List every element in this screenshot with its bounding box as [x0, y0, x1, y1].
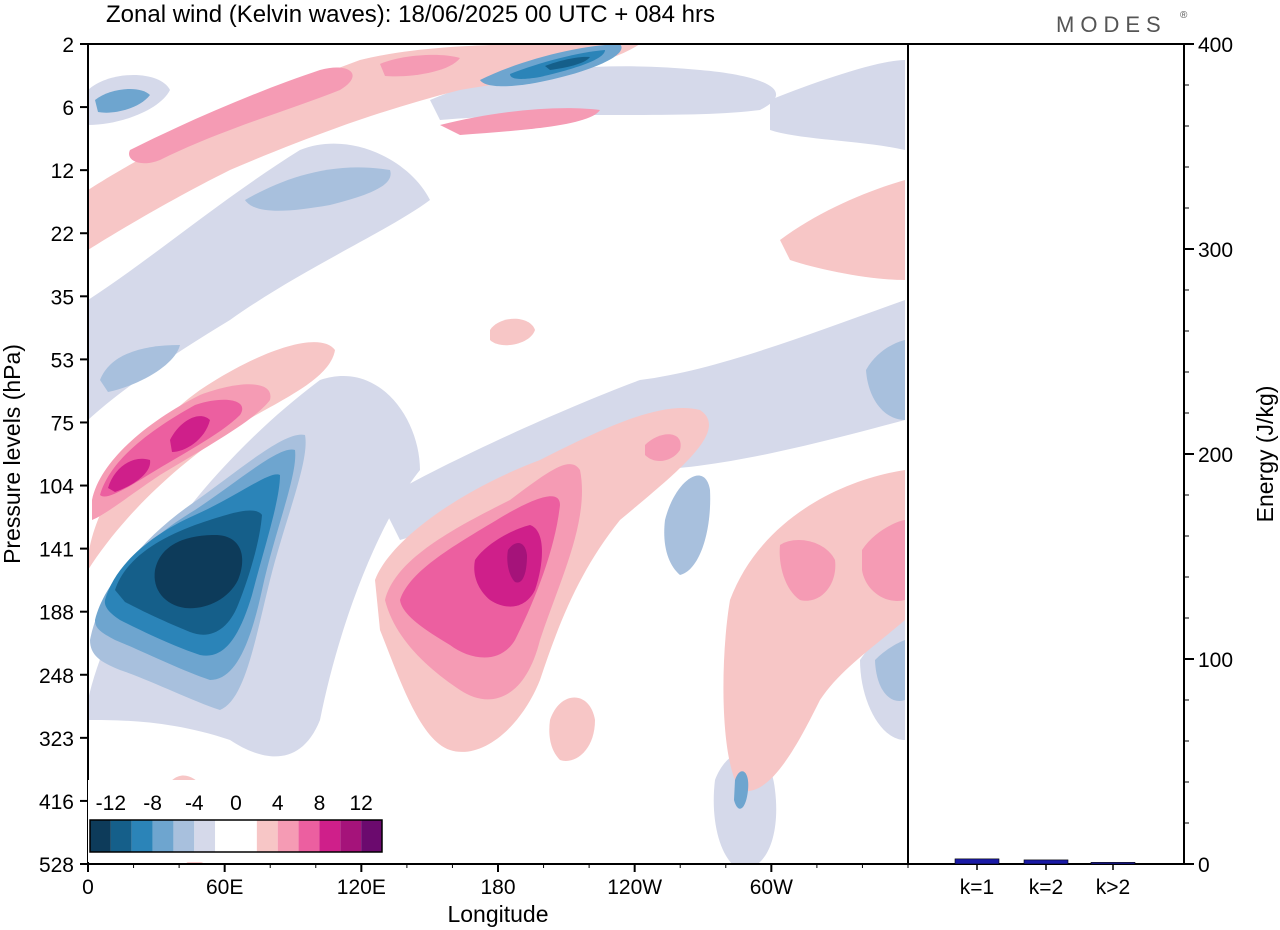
contour-pos-4-upper: [129, 67, 353, 164]
energy-tick-label: 100: [1198, 649, 1233, 672]
x-axis: 0 60E 120E 180 120W 60W: [82, 864, 909, 899]
energy-tick-label: 400: [1198, 34, 1233, 57]
energy-bar-categories: k=1 k=2 k>2: [960, 864, 1130, 899]
colorbar-cell: [277, 820, 299, 852]
contour-pos-4-mid-right: [645, 434, 681, 462]
y-axis-label: Pressure levels (hPa): [0, 344, 25, 564]
energy-bars: [954, 858, 1136, 865]
y-tick-label: 416: [39, 791, 74, 814]
colorbar-cell: [90, 820, 111, 852]
y-tick-label: 22: [51, 223, 74, 246]
y-tick-label: 6: [62, 97, 74, 120]
y-tick-label: 2: [62, 34, 74, 57]
energy-bar: [954, 858, 1000, 865]
contour-pos-2-left: [88, 342, 335, 570]
colorbar: -12 -8 -4 0 4 8 12: [88, 780, 388, 862]
y-tick-label: 141: [39, 539, 74, 562]
y-tick-label: 35: [51, 286, 74, 309]
colorbar-cell: [319, 820, 341, 852]
colorbar-cell: [194, 820, 216, 852]
energy-bar: [1090, 862, 1136, 865]
contour-pos-2-upper-right: [780, 180, 905, 280]
contour-pos-4-right-a: [779, 540, 836, 601]
x-tick-label: 60W: [750, 876, 793, 899]
y-tick-label: 104: [39, 476, 74, 499]
contour-pos-2-bottom-center: [549, 697, 595, 761]
brand-logo: MODES: [1056, 12, 1167, 37]
colorbar-border: [89, 819, 383, 853]
colorbar-label: -12: [96, 792, 126, 815]
colorbar-label: 4: [272, 792, 284, 815]
energy-tick-label: 200: [1198, 444, 1233, 467]
contour-pos-2-mid: [490, 318, 535, 346]
contour-neg-4-edge: [875, 640, 905, 701]
contour-neg-10-top: [545, 56, 590, 70]
contour-pos-8-left: [108, 416, 210, 492]
y-tick-label: 188: [39, 602, 74, 625]
energy-tick-label: 0: [1198, 854, 1210, 877]
contour-neg-4-mid-a: [664, 475, 711, 575]
contour-pos-4-upper-right: [440, 108, 600, 135]
brand-mark: ®: [1180, 10, 1188, 21]
contour-pos-4-right-b: [862, 520, 905, 601]
contour-pos-4-top: [380, 54, 460, 77]
energy-axis-label: Energy (J/kg): [1252, 386, 1278, 523]
y-tick-label: 12: [51, 160, 74, 183]
bar-category-label: k=2: [1029, 876, 1063, 899]
x-tick-label: 120E: [337, 876, 386, 899]
colorbar-cell: [361, 820, 382, 852]
x-tick-label: 0: [82, 876, 94, 899]
contour-neg-4-bottom: [734, 771, 749, 809]
contour-neg-4-upper-mid: [245, 167, 391, 211]
contour-neg-4-mid-c: [100, 345, 180, 392]
y-tick-label: 53: [51, 349, 74, 372]
x-tick-label: 120W: [607, 876, 662, 899]
colorbar-cell: [110, 820, 132, 852]
y-tick-label: 323: [39, 728, 74, 751]
colorbar-cell: [236, 820, 257, 852]
colorbar-label: -4: [185, 792, 204, 815]
bar-panel-frame: [907, 43, 1185, 865]
bar-category-label: k>2: [1096, 876, 1130, 899]
contour-neg-12-core: [154, 535, 243, 609]
bar-category-label: k=1: [960, 876, 994, 899]
chart-title: Zonal wind (Kelvin waves): 18/06/2025 00…: [106, 1, 715, 28]
colorbar-cell: [152, 820, 174, 852]
energy-bar: [1023, 859, 1069, 865]
colorbar-cell: [215, 820, 236, 852]
heatmap-field: [88, 44, 905, 864]
energy-axis: 0 100 200 300 400: [1184, 34, 1233, 877]
energy-tick-label: 300: [1198, 239, 1233, 262]
y-axis: 2 6 12 22 35 53 75 104 141 188 248 323 416 528: [39, 34, 88, 877]
contour-pos-12-center: [507, 543, 527, 583]
contour-pos-2-right: [723, 470, 905, 792]
x-tick-label: 180: [480, 876, 515, 899]
colorbar-label: 8: [314, 792, 326, 815]
contour-neg-4-mid-b: [866, 340, 905, 420]
y-tick-label: 248: [39, 665, 74, 688]
x-tick-label: 60E: [206, 876, 243, 899]
colorbar-label: 12: [349, 792, 372, 815]
colorbar-cell: [298, 820, 320, 852]
colorbar-cell: [131, 820, 153, 852]
y-tick-label: 528: [39, 854, 74, 877]
contour-neg-4-topleft: [95, 88, 150, 113]
contour-neg-2-topright: [770, 60, 905, 150]
colorbar-label: -8: [143, 792, 162, 815]
y-tick-label: 75: [51, 412, 74, 435]
colorbar-cell: [340, 820, 362, 852]
colorbar-cell: [256, 820, 278, 852]
colorbar-label: 0: [230, 792, 242, 815]
x-axis-label: Longitude: [447, 901, 548, 927]
colorbar-cell: [173, 820, 195, 852]
